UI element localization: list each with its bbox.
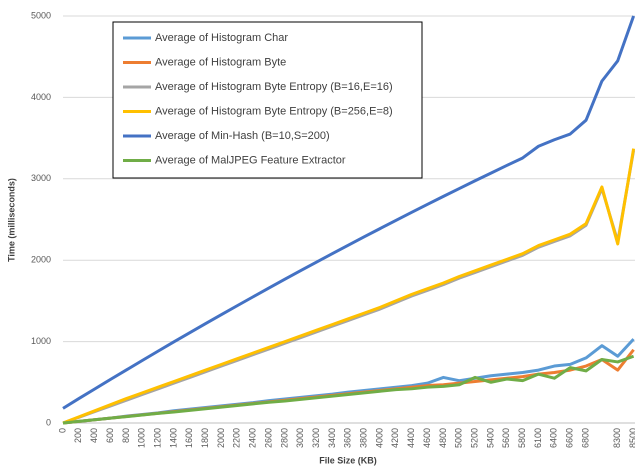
x-tick-label: 5400 bbox=[485, 428, 495, 448]
x-tick-label: 1600 bbox=[184, 428, 194, 448]
x-tick-label: 4600 bbox=[422, 428, 432, 448]
legend-label: Average of Histogram Byte bbox=[155, 56, 286, 68]
y-tick-label: 5000 bbox=[31, 10, 51, 20]
x-tick-label: 2200 bbox=[232, 428, 242, 448]
y-tick-label: 0 bbox=[46, 417, 51, 427]
x-axis-title: File Size (KB) bbox=[319, 455, 377, 465]
x-tick-label: 1000 bbox=[137, 428, 147, 448]
legend-label: Average of MalJPEG Feature Extractor bbox=[155, 154, 346, 166]
series-line bbox=[62, 338, 635, 425]
x-tick-label: 4400 bbox=[406, 428, 416, 448]
legend-label: Average of Histogram Char bbox=[155, 32, 288, 44]
x-tick-label: 800 bbox=[121, 428, 131, 443]
x-tick-label: 3000 bbox=[295, 428, 305, 448]
x-tick-label: 8500 bbox=[628, 428, 635, 448]
x-tick-label: 4800 bbox=[438, 428, 448, 448]
x-tick-label: 8300 bbox=[612, 428, 622, 448]
x-tick-label: 2400 bbox=[248, 428, 258, 448]
series-line bbox=[62, 348, 635, 425]
y-axis-title: Time (milliseconds) bbox=[6, 178, 16, 262]
x-tick-label: 5200 bbox=[469, 428, 479, 448]
legend-label: Average of Histogram Byte Entropy (B=16,… bbox=[155, 81, 393, 93]
x-tick-label: 1200 bbox=[152, 428, 162, 448]
x-tick-label: 2800 bbox=[279, 428, 289, 448]
x-tick-label: 3200 bbox=[311, 428, 321, 448]
x-tick-label: 6100 bbox=[533, 428, 543, 448]
x-tick-label: 6400 bbox=[549, 428, 559, 448]
y-tick-label: 2000 bbox=[31, 255, 51, 265]
y-tick-label: 3000 bbox=[31, 173, 51, 183]
x-tick-label: 1800 bbox=[200, 428, 210, 448]
x-tick-label: 6800 bbox=[580, 428, 590, 448]
series-line bbox=[62, 354, 635, 425]
x-tick-label: 5800 bbox=[517, 428, 527, 448]
x-tick-label: 0 bbox=[57, 428, 67, 433]
series-line bbox=[62, 148, 635, 425]
series-line bbox=[62, 15, 635, 410]
legend-box bbox=[112, 21, 423, 179]
x-tick-label: 6600 bbox=[565, 428, 575, 448]
legend-label: Average of Min-Hash (B=10,S=200) bbox=[155, 130, 330, 142]
legend: Average of Histogram Char Average of Hist… bbox=[112, 21, 423, 179]
series-line bbox=[62, 150, 635, 425]
y-tick-label: 4000 bbox=[31, 92, 51, 102]
x-tick-label: 1400 bbox=[168, 428, 178, 448]
x-tick-label: 3800 bbox=[359, 428, 369, 448]
x-tick-label: 200 bbox=[73, 428, 83, 443]
x-tick-label: 2600 bbox=[263, 428, 273, 448]
x-tick-label: 5000 bbox=[454, 428, 464, 448]
x-tick-label: 3600 bbox=[343, 428, 353, 448]
x-tick-label: 4000 bbox=[374, 428, 384, 448]
x-tick-label: 2000 bbox=[216, 428, 226, 448]
x-tick-label: 5600 bbox=[501, 428, 511, 448]
x-tick-label: 400 bbox=[89, 428, 99, 443]
x-tick-label: 4200 bbox=[390, 428, 400, 448]
x-tick-label: 3400 bbox=[327, 428, 337, 448]
x-tick-label: 600 bbox=[105, 428, 115, 443]
y-tick-label: 1000 bbox=[31, 336, 51, 346]
legend-label: Average of Histogram Byte Entropy (B=256… bbox=[155, 105, 393, 117]
